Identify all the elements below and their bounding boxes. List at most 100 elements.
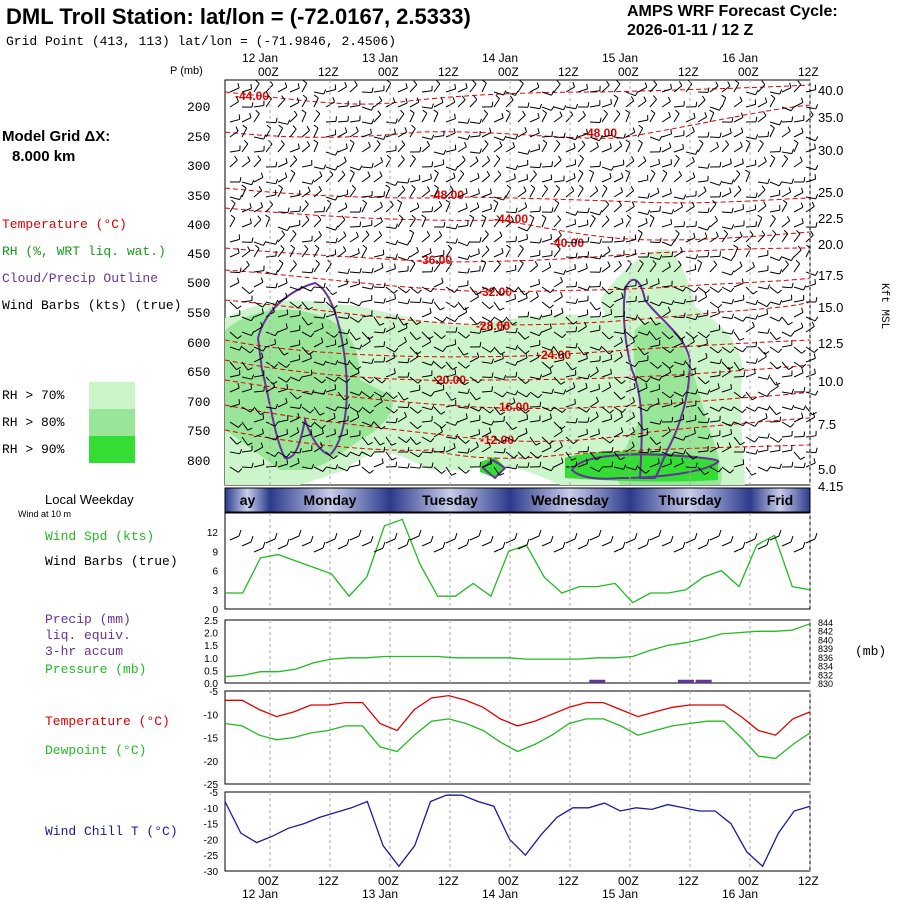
wind-barb-flag bbox=[791, 178, 794, 184]
wind-barb bbox=[577, 133, 588, 138]
wind-barb bbox=[481, 249, 490, 258]
surface-wind-barb-flag bbox=[610, 535, 614, 543]
wind-barb-flag bbox=[634, 249, 637, 255]
wind-barb-flag bbox=[575, 281, 578, 287]
wind-barb-flag bbox=[693, 428, 696, 434]
wind-barb-flag bbox=[284, 82, 288, 88]
wind-barb bbox=[337, 194, 348, 198]
wind-barb bbox=[589, 451, 597, 461]
wind-barb-flag bbox=[549, 288, 555, 294]
wind-barb-flag bbox=[659, 419, 663, 425]
wind-barb-flag bbox=[719, 132, 722, 138]
wind-barb-flag bbox=[800, 202, 804, 208]
wind-barb bbox=[457, 146, 467, 153]
wind-barb-flag bbox=[376, 140, 381, 145]
wind-barb-flag bbox=[236, 277, 240, 283]
wind-barb bbox=[781, 375, 792, 378]
height-tick: 30.0 bbox=[818, 143, 843, 158]
wind-barb-flag bbox=[322, 467, 327, 472]
wind-barb-flag bbox=[481, 214, 487, 219]
wind-barb-flag bbox=[454, 369, 457, 375]
wind-barb bbox=[601, 188, 608, 198]
wind-barb-flag bbox=[371, 87, 374, 93]
wind-barb-flag bbox=[631, 441, 635, 447]
wind-barb bbox=[541, 165, 553, 168]
wind-barb-flag bbox=[304, 244, 309, 250]
wind-barb bbox=[565, 346, 577, 349]
wind-barb bbox=[757, 115, 767, 123]
wind-barb bbox=[409, 263, 416, 273]
wind-barb bbox=[757, 449, 768, 453]
wind-barb-flag bbox=[707, 131, 710, 138]
wind-barb-flag bbox=[551, 207, 554, 213]
wind-barb bbox=[721, 346, 731, 354]
wind-barb bbox=[229, 271, 241, 274]
wind-barb bbox=[541, 217, 547, 228]
surface-wind-barb bbox=[565, 538, 576, 544]
wind-barb bbox=[541, 266, 551, 273]
wind-barb-flag bbox=[431, 161, 434, 167]
wind-barb-flag bbox=[411, 184, 416, 189]
wind-barb bbox=[517, 190, 527, 198]
wind-barb-flag bbox=[561, 457, 564, 463]
wind-barb-flag bbox=[803, 386, 806, 392]
wind-barb-flag bbox=[478, 429, 481, 435]
wind-barb-flag bbox=[783, 154, 788, 160]
wind-barb bbox=[397, 436, 407, 444]
wind-barb-flag bbox=[451, 472, 457, 476]
wind-barb-flag bbox=[500, 351, 506, 355]
wind-barb-flag bbox=[503, 374, 507, 380]
wind-barb-flag bbox=[777, 289, 782, 294]
wind-barb bbox=[397, 256, 408, 261]
wind-barb bbox=[277, 463, 288, 468]
pressure-tick: 750 bbox=[187, 424, 210, 439]
wind-barb bbox=[337, 147, 348, 153]
wind-barb bbox=[733, 247, 739, 258]
wind-barb-flag bbox=[765, 412, 768, 419]
temp-contour-1 bbox=[224, 104, 811, 139]
wind-barb-flag bbox=[800, 412, 804, 418]
wind-barb bbox=[577, 463, 588, 468]
wind-barb-flag bbox=[433, 109, 439, 114]
top-time-tick: 00Z bbox=[498, 65, 519, 79]
wind-barb-flag bbox=[506, 244, 511, 249]
wind-barb bbox=[541, 314, 552, 318]
pressure-tick: 200 bbox=[187, 100, 210, 115]
wind-barb-flag bbox=[779, 89, 783, 95]
wind-barb bbox=[289, 391, 298, 400]
wind-barb-flag bbox=[718, 180, 723, 186]
wind-barb bbox=[325, 196, 336, 201]
wind-barb bbox=[457, 346, 465, 356]
wind-barb bbox=[745, 406, 756, 412]
wind-barb bbox=[565, 451, 573, 461]
wind-barb bbox=[301, 316, 309, 326]
wind-barb-flag bbox=[609, 172, 612, 179]
wind-barb-flag bbox=[671, 251, 674, 257]
height-tick: 25.0 bbox=[818, 185, 843, 200]
wind-barb-flag bbox=[278, 124, 283, 129]
wind-barb-flag bbox=[741, 278, 744, 284]
wind-barb bbox=[313, 91, 324, 95]
wind-barb bbox=[301, 240, 312, 243]
wind-barb bbox=[757, 286, 768, 290]
wind-barb bbox=[541, 238, 552, 243]
wind-barb-flag bbox=[401, 140, 406, 145]
wind-barb-flag bbox=[515, 134, 519, 140]
wind-barb bbox=[493, 406, 501, 415]
wind-barb-flag bbox=[454, 113, 456, 119]
wind-barb bbox=[313, 263, 320, 273]
model-grid-label: Model Grid ΔX: bbox=[2, 128, 111, 145]
wind-barb bbox=[733, 299, 744, 303]
wind-barb bbox=[565, 374, 576, 378]
wind-barb-flag bbox=[431, 103, 434, 109]
bottom-time-tick: 00Z bbox=[498, 874, 519, 888]
wind-barb bbox=[781, 220, 791, 228]
wind-barb bbox=[457, 256, 468, 261]
wind-barb-flag bbox=[285, 363, 291, 368]
precip-y-tick: 2.5 bbox=[204, 616, 218, 627]
wind-barb-flag bbox=[272, 306, 275, 312]
wind-barb bbox=[241, 436, 249, 446]
wind-barb-flag bbox=[238, 423, 243, 428]
surface-wind-barb-flag bbox=[298, 529, 302, 537]
wind-barb bbox=[289, 329, 300, 333]
